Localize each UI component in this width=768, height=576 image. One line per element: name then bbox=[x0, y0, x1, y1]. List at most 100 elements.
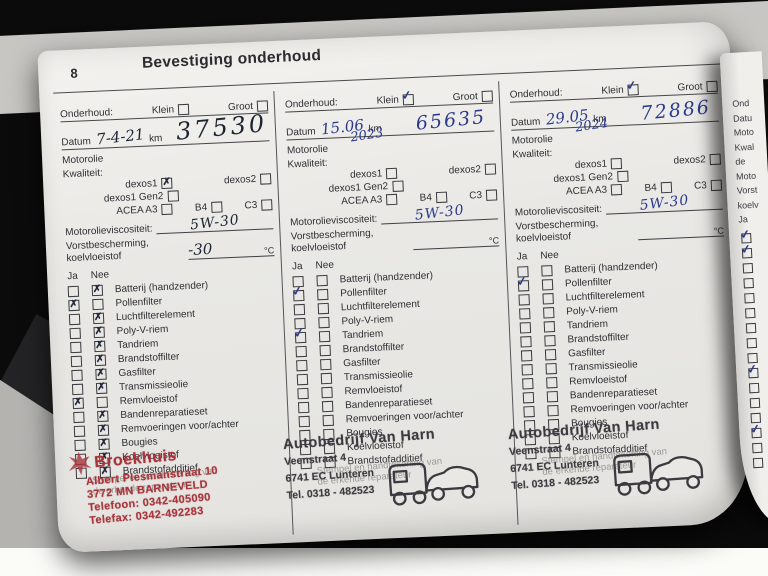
nee-checkbox[interactable]: ✗ bbox=[94, 353, 107, 366]
next-page-checkbox[interactable] bbox=[744, 307, 756, 318]
next-page-checkbox[interactable]: ✓ bbox=[746, 361, 759, 378]
ja-checkbox[interactable]: ✗ bbox=[68, 298, 80, 311]
next-page-checkbox[interactable] bbox=[742, 262, 754, 273]
ja-checkbox[interactable] bbox=[68, 313, 81, 325]
ja-checkbox[interactable] bbox=[67, 285, 80, 297]
klein-checkbox[interactable] bbox=[177, 103, 190, 116]
nee-checkbox[interactable] bbox=[318, 316, 330, 328]
nee-checkbox[interactable]: ✗ bbox=[95, 367, 107, 380]
next-page-checkbox[interactable] bbox=[746, 337, 758, 348]
c3-checkbox[interactable] bbox=[710, 179, 723, 192]
dexos2-checkbox[interactable] bbox=[484, 163, 497, 175]
next-page-checkbox[interactable] bbox=[744, 292, 755, 303]
nee-checkbox[interactable] bbox=[92, 298, 104, 310]
nee-checkbox[interactable]: ✗ bbox=[92, 311, 105, 324]
acea-a3-checkbox[interactable] bbox=[386, 193, 398, 206]
ja-checkbox[interactable] bbox=[296, 373, 309, 385]
nee-checkbox[interactable] bbox=[316, 274, 328, 286]
ja-checkbox[interactable] bbox=[74, 439, 86, 451]
ja-checkbox[interactable] bbox=[73, 411, 85, 423]
acea-a3-checkbox[interactable] bbox=[161, 203, 173, 216]
b4-checkbox[interactable] bbox=[210, 201, 223, 213]
ja-checkbox[interactable] bbox=[71, 383, 84, 395]
dexos2-checkbox[interactable] bbox=[709, 153, 721, 166]
ja-checkbox[interactable] bbox=[518, 293, 530, 306]
dexos1-checkbox[interactable] bbox=[610, 157, 623, 170]
nee-checkbox[interactable]: ✗ bbox=[94, 339, 106, 352]
nee-checkbox[interactable]: ✗ bbox=[95, 381, 108, 394]
dexos2-checkbox[interactable] bbox=[259, 173, 272, 185]
dexos1-checkbox[interactable] bbox=[386, 167, 398, 180]
nee-checkbox[interactable] bbox=[321, 400, 334, 412]
ja-checkbox[interactable] bbox=[293, 303, 306, 315]
nee-checkbox[interactable] bbox=[546, 376, 558, 388]
next-page-checkbox[interactable] bbox=[743, 277, 754, 288]
ja-checkbox[interactable] bbox=[297, 387, 309, 399]
b4-checkbox[interactable] bbox=[660, 181, 672, 194]
nee-checkbox[interactable] bbox=[543, 320, 556, 332]
klein-checkbox[interactable]: ✓ bbox=[401, 88, 415, 106]
c3-checkbox[interactable] bbox=[485, 189, 498, 201]
ja-checkbox[interactable] bbox=[70, 341, 82, 353]
next-page-checkbox[interactable] bbox=[749, 397, 761, 408]
groot-checkbox[interactable] bbox=[481, 90, 494, 102]
ja-checkbox[interactable]: ✓ bbox=[293, 325, 307, 343]
nee-checkbox[interactable] bbox=[546, 390, 559, 402]
acea-a3-checkbox[interactable] bbox=[610, 183, 623, 196]
ja-checkbox[interactable] bbox=[520, 335, 532, 348]
dexos1-gen2-checkbox[interactable] bbox=[391, 180, 404, 192]
nee-checkbox[interactable]: ✗ bbox=[97, 409, 109, 422]
nee-checkbox[interactable] bbox=[321, 386, 333, 398]
next-page-checkbox[interactable]: ✓ bbox=[740, 241, 753, 259]
nee-checkbox[interactable] bbox=[544, 334, 556, 346]
ja-checkbox[interactable] bbox=[70, 355, 83, 367]
nee-checkbox[interactable] bbox=[541, 278, 554, 291]
nee-checkbox[interactable] bbox=[543, 306, 555, 319]
nee-checkbox[interactable]: ✗ bbox=[91, 283, 104, 296]
c3-checkbox[interactable] bbox=[261, 199, 273, 211]
nee-checkbox[interactable] bbox=[542, 292, 554, 305]
nee-checkbox[interactable] bbox=[541, 264, 553, 277]
ja-checkbox[interactable] bbox=[297, 401, 310, 413]
ja-checkbox[interactable] bbox=[519, 321, 532, 334]
nee-checkbox[interactable] bbox=[317, 302, 330, 314]
ja-checkbox[interactable] bbox=[73, 425, 86, 437]
next-page-checkbox[interactable] bbox=[752, 442, 763, 453]
ja-checkbox[interactable] bbox=[295, 345, 307, 357]
ja-checkbox[interactable] bbox=[519, 307, 531, 320]
nee-checkbox[interactable]: ✗ bbox=[97, 423, 110, 436]
dexos1-gen2-checkbox[interactable] bbox=[167, 190, 179, 202]
nee-checkbox[interactable] bbox=[96, 396, 108, 408]
ja-checkbox[interactable]: ✓ bbox=[291, 283, 305, 301]
ja-checkbox[interactable] bbox=[71, 369, 83, 381]
nee-checkbox[interactable] bbox=[320, 372, 333, 384]
ja-checkbox[interactable]: ✓ bbox=[516, 273, 530, 292]
dexos1-gen2-checkbox[interactable] bbox=[616, 170, 629, 183]
nee-checkbox[interactable] bbox=[547, 404, 559, 416]
next-page-checkbox[interactable] bbox=[752, 457, 764, 468]
ja-checkbox[interactable] bbox=[296, 359, 308, 371]
b4-checkbox[interactable] bbox=[435, 191, 448, 204]
nee-checkbox[interactable] bbox=[545, 362, 557, 374]
nee-checkbox[interactable] bbox=[544, 348, 557, 360]
ja-checkbox[interactable] bbox=[298, 415, 310, 427]
ja-checkbox[interactable] bbox=[522, 377, 534, 389]
ja-checkbox[interactable]: ✗ bbox=[72, 396, 84, 409]
ja-checkbox[interactable] bbox=[520, 349, 533, 362]
nee-checkbox[interactable] bbox=[319, 344, 331, 356]
next-page-checkbox[interactable]: ✓ bbox=[749, 421, 762, 438]
nee-checkbox[interactable] bbox=[318, 330, 331, 342]
groot-checkbox[interactable] bbox=[706, 80, 718, 93]
next-page-checkbox[interactable] bbox=[748, 382, 760, 393]
ja-checkbox[interactable] bbox=[523, 405, 535, 417]
ja-checkbox[interactable] bbox=[69, 327, 81, 339]
nee-checkbox[interactable] bbox=[322, 414, 334, 426]
nee-checkbox[interactable] bbox=[317, 288, 329, 300]
next-page-checkbox[interactable] bbox=[745, 322, 757, 333]
nee-checkbox[interactable] bbox=[320, 358, 332, 370]
ja-checkbox[interactable] bbox=[521, 363, 533, 376]
nee-checkbox[interactable]: ✗ bbox=[93, 325, 105, 338]
dexos1-checkbox[interactable]: ✗ bbox=[161, 177, 173, 190]
ja-checkbox[interactable] bbox=[522, 391, 535, 403]
klein-checkbox[interactable]: ✓ bbox=[625, 78, 639, 96]
